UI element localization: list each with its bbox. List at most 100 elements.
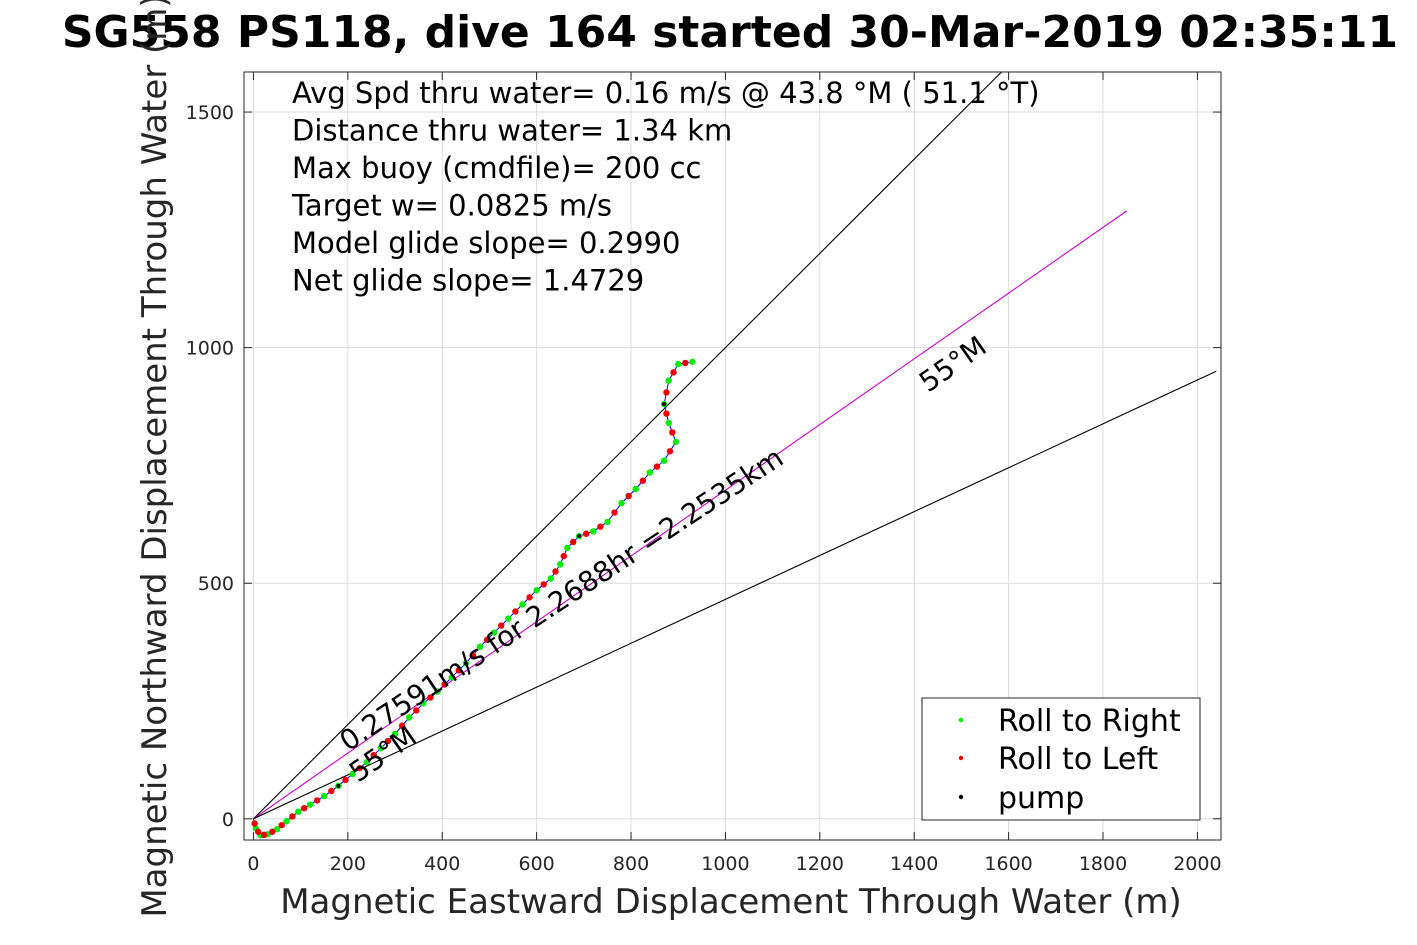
- roll-left-point: [370, 751, 377, 759]
- roll-right-point: [283, 817, 290, 825]
- roll-left-point: [663, 410, 670, 417]
- roll-left-point: [413, 707, 420, 714]
- y-tick-label: 1000: [186, 338, 234, 360]
- roll-left-point: [300, 804, 308, 812]
- x-tick-label: 0: [247, 853, 259, 875]
- roll-left-point: [625, 492, 632, 500]
- roll-right-point: [391, 730, 399, 738]
- roll-right-point: [490, 629, 498, 636]
- y-axis-label: Magnetic Northward Displacement Through …: [135, 0, 175, 918]
- legend-marker-pump: [958, 794, 964, 800]
- roll-right-point: [590, 528, 597, 535]
- annotation-block: Avg Spd thru water= 0.16 m/s @ 43.8 °M (…: [291, 76, 1040, 298]
- legend-label-pump: pump: [998, 781, 1084, 816]
- roll-left-point: [540, 581, 547, 588]
- x-tick-label: 1600: [984, 853, 1032, 875]
- roll-right-point: [349, 770, 356, 778]
- reference-lines: [253, 71, 1217, 820]
- roll-left-point: [483, 636, 491, 643]
- roll-right-point: [363, 759, 370, 766]
- roll-left-point: [328, 787, 335, 795]
- legend-label-roll-right: Roll to Right: [998, 704, 1181, 739]
- x-tick-label: 600: [518, 853, 554, 875]
- annotation-line: Avg Spd thru water= 0.16 m/s @ 43.8 °M (…: [292, 76, 1040, 110]
- x-tick-label: 800: [613, 853, 649, 875]
- roll-right-point: [377, 744, 385, 752]
- annotation-line: Max buoy (cmdfile)= 200 cc: [292, 151, 701, 185]
- dive-track: [251, 358, 696, 839]
- roll-left-point: [427, 694, 434, 701]
- roll-left-point: [682, 359, 689, 367]
- roll-right-point: [675, 360, 682, 368]
- x-axis-label: Magnetic Eastward Displacement Through W…: [280, 882, 1182, 922]
- legend-box: [921, 697, 1201, 821]
- pump-point: [577, 534, 582, 539]
- roll-right-point: [660, 457, 668, 464]
- reference-line-2: [253, 370, 1217, 820]
- roll-right-point: [476, 643, 484, 651]
- roll-right-point: [420, 700, 427, 707]
- roll-left-point: [669, 429, 676, 436]
- roll-left-point: [526, 594, 533, 601]
- roll-left-point: [469, 651, 477, 659]
- x-tick-label: 2000: [1173, 853, 1221, 875]
- x-tick-label: 1200: [796, 853, 844, 875]
- axis-ticks: 0 200 400 600 800 1000 1200 1400 1600 1800 2000 0 50…: [186, 72, 1222, 875]
- roll-left-point: [582, 530, 590, 537]
- roll-right-point: [665, 377, 672, 384]
- annotation-line: Distance thru water= 1.34 km: [292, 114, 732, 148]
- x-tick-label: 1000: [701, 853, 749, 875]
- roll-left-point: [666, 448, 674, 455]
- roll-left-point: [441, 681, 448, 688]
- roll-right-point: [306, 801, 314, 808]
- roll-left-point: [670, 369, 677, 376]
- roll-left-point: [611, 509, 618, 516]
- x-tick-label: 200: [330, 853, 366, 875]
- roll-right-point: [273, 825, 281, 833]
- roll-right-point: [505, 615, 512, 622]
- roll-left-point: [260, 831, 268, 839]
- roll-left-point: [552, 568, 559, 575]
- roll-right-point: [434, 688, 441, 695]
- roll-left-point: [342, 776, 349, 784]
- roll-right-point: [646, 469, 654, 476]
- x-tick-label: 400: [424, 853, 460, 875]
- annotation-line: Model glide slope= 0.2990: [292, 226, 680, 260]
- grid: [244, 72, 1221, 840]
- roll-left-point: [384, 737, 392, 745]
- roll-left-point: [398, 722, 406, 729]
- roll-right-point: [689, 358, 696, 365]
- roll-right-point: [665, 419, 672, 427]
- roll-left-point: [653, 463, 661, 470]
- y-tick-label: 0: [222, 809, 234, 831]
- roll-right-point: [519, 601, 526, 608]
- x-tick-label: 1400: [890, 853, 938, 875]
- roll-left-point: [597, 523, 604, 530]
- roll-left-point: [254, 828, 262, 835]
- roll-left-point: [639, 477, 647, 484]
- pump-point: [463, 661, 468, 666]
- reference-line-1: [253, 210, 1127, 820]
- chart-title: SG558 PS118, dive 164 started 30-Mar-201…: [62, 7, 1398, 58]
- y-tick-label: 500: [198, 573, 234, 595]
- roll-right-point: [557, 561, 564, 568]
- roll-left-point: [560, 552, 567, 560]
- plot-frame: [243, 71, 1222, 841]
- roll-left-point: [251, 820, 258, 827]
- roll-left-point: [570, 538, 577, 546]
- pump-point: [662, 402, 667, 407]
- roll-left-point: [663, 389, 670, 396]
- y-tick-label: 1500: [186, 102, 234, 124]
- legend-label-roll-left: Roll to Left: [998, 742, 1158, 777]
- roll-left-point: [269, 828, 276, 835]
- pump-point: [336, 783, 341, 788]
- roll-right-point: [448, 674, 455, 681]
- reference-line-0: [253, 71, 1002, 820]
- legend-marker-roll-right: [958, 717, 964, 723]
- roll-left-point: [289, 813, 296, 820]
- roll-right-point: [321, 792, 328, 800]
- roll-left-point: [512, 608, 519, 615]
- roll-left-point: [313, 797, 321, 804]
- roll-right-point: [632, 485, 639, 493]
